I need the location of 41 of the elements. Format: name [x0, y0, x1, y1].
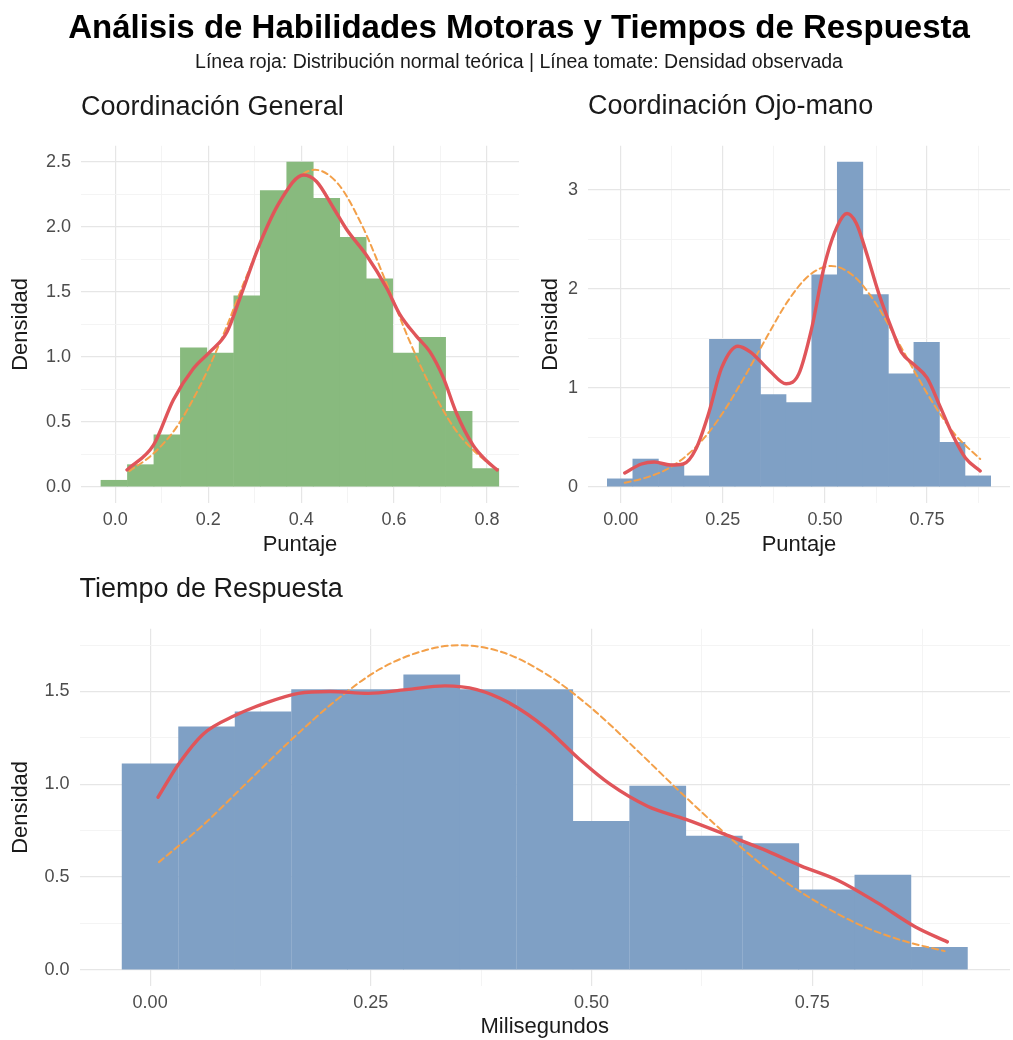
x-tick-label: 0.00 — [603, 508, 639, 529]
x-tick-label: 0.50 — [574, 991, 610, 1012]
y-axis-title: Densidad — [6, 277, 32, 371]
y-tick-label: 3 — [567, 178, 578, 199]
line-series — [156, 684, 950, 944]
text: Línea roja: Distribución normal teórica | Línea tomate: Densidad observada — [195, 49, 843, 73]
y-tick-label: 1 — [567, 376, 578, 397]
y-tick-label: 0.5 — [45, 410, 71, 431]
x-tick-label: 0.75 — [909, 508, 945, 529]
y-tick-label: 0.5 — [44, 865, 70, 886]
x-tick-label: 0.4 — [288, 508, 314, 529]
text: Análisis de Habilidades Motoras y Tiempos de Respuesta — [68, 7, 970, 47]
x-tick-label: 0.75 — [794, 991, 830, 1012]
x-tick-label: 0.25 — [705, 508, 741, 529]
y-tick-label: 1.5 — [45, 280, 71, 301]
y-tick-label: 2 — [567, 277, 578, 298]
line-series — [157, 644, 946, 953]
x-tick-label: 0.00 — [132, 991, 168, 1012]
y-tick-label: 1.5 — [44, 680, 70, 701]
y-axis-title: Densidad — [536, 277, 562, 371]
y-tick-label: 1.0 — [44, 773, 70, 794]
line-series — [623, 211, 982, 475]
chart-title: Coordinación General — [81, 90, 344, 122]
y-tick-label: 0.0 — [45, 475, 71, 496]
y-tick-label: 2.0 — [45, 215, 71, 236]
x-tick-label: 0.6 — [381, 508, 407, 529]
chart-title: Coordinación Ojo-mano — [588, 89, 874, 121]
x-tick-label: 0.0 — [102, 508, 128, 529]
x-tick-label: 0.8 — [474, 508, 500, 529]
y-tick-label: 1.0 — [45, 345, 71, 366]
y-tick-label: 0 — [567, 475, 578, 496]
x-axis-title: Puntaje — [262, 530, 338, 556]
y-tick-label: 2.5 — [45, 151, 71, 172]
chart-title: Tiempo de Respuesta — [79, 572, 343, 604]
x-axis-title: Puntaje — [761, 530, 837, 556]
x-tick-label: 0.25 — [353, 991, 389, 1012]
x-tick-label: 0.2 — [195, 508, 221, 529]
x-tick-label: 0.50 — [807, 508, 843, 529]
y-axis-title: Densidad — [6, 760, 32, 854]
x-axis-title: Milisegundos — [480, 1012, 609, 1038]
y-tick-label: 0.0 — [44, 958, 70, 979]
